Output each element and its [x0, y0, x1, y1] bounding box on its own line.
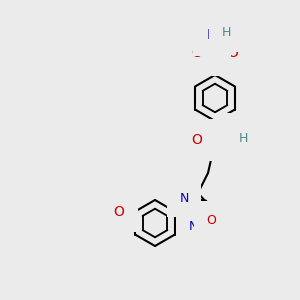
Text: N: N — [207, 28, 217, 42]
Text: H: H — [238, 131, 248, 145]
Text: N: N — [179, 191, 189, 205]
Text: H: H — [221, 26, 231, 40]
Text: S: S — [210, 46, 220, 61]
Text: O: O — [192, 133, 203, 147]
Text: O: O — [206, 214, 216, 226]
Text: N: N — [228, 127, 238, 141]
Text: O: O — [114, 205, 124, 218]
Text: O: O — [228, 46, 238, 60]
Text: N: N — [188, 220, 198, 233]
Text: O: O — [192, 46, 203, 60]
